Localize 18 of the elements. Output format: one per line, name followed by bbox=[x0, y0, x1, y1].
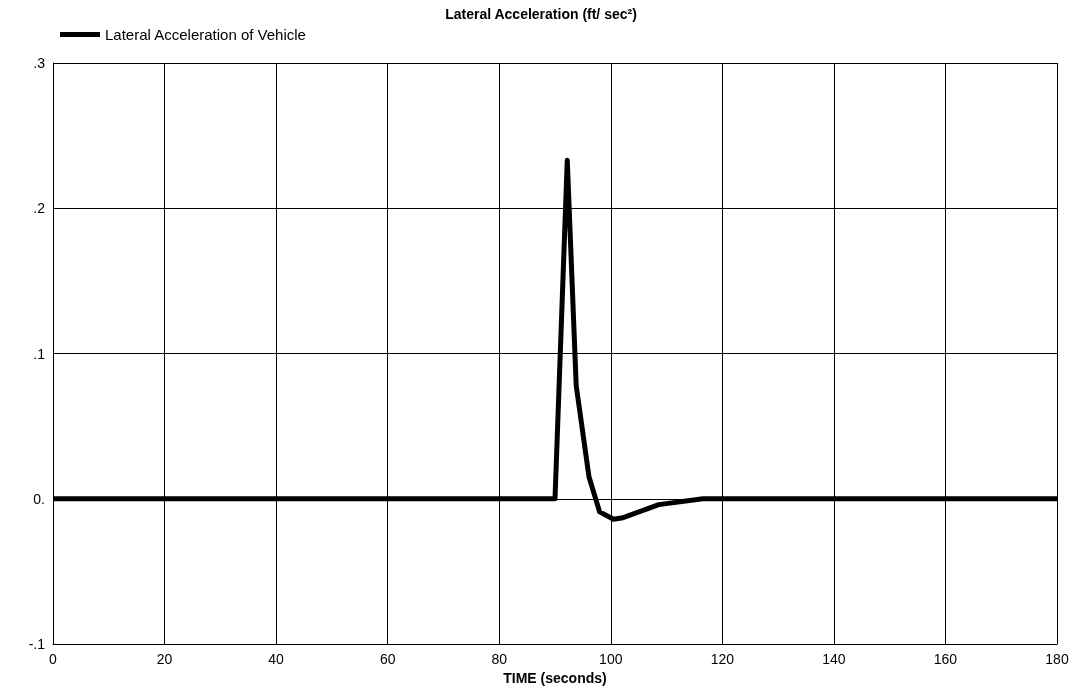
x-tick-label: 140 bbox=[822, 651, 846, 668]
x-tick-label: 160 bbox=[933, 651, 958, 668]
x-axis-title: TIME (seconds) bbox=[503, 670, 607, 686]
x-tick-label: 0 bbox=[49, 651, 58, 668]
y-tick-label: .1 bbox=[33, 345, 46, 362]
x-tick-label: 20 bbox=[156, 651, 173, 668]
x-tick-label: 100 bbox=[599, 651, 623, 668]
legend-label: Lateral Acceleration of Vehicle bbox=[105, 26, 306, 43]
chart-title: Lateral Acceleration (ft/ sec²) bbox=[445, 6, 637, 22]
y-tick-label: 0. bbox=[33, 490, 45, 507]
y-tick-label: .3 bbox=[33, 55, 46, 71]
x-tick-label: 180 bbox=[1045, 651, 1069, 668]
x-tick-label: 60 bbox=[379, 651, 396, 668]
x-tick-label: 80 bbox=[491, 651, 508, 668]
x-tick-label: 120 bbox=[710, 651, 735, 668]
y-tick-label: -.1 bbox=[28, 636, 46, 653]
y-tick-label: .2 bbox=[33, 200, 46, 217]
x-tick-label: 40 bbox=[268, 651, 285, 668]
